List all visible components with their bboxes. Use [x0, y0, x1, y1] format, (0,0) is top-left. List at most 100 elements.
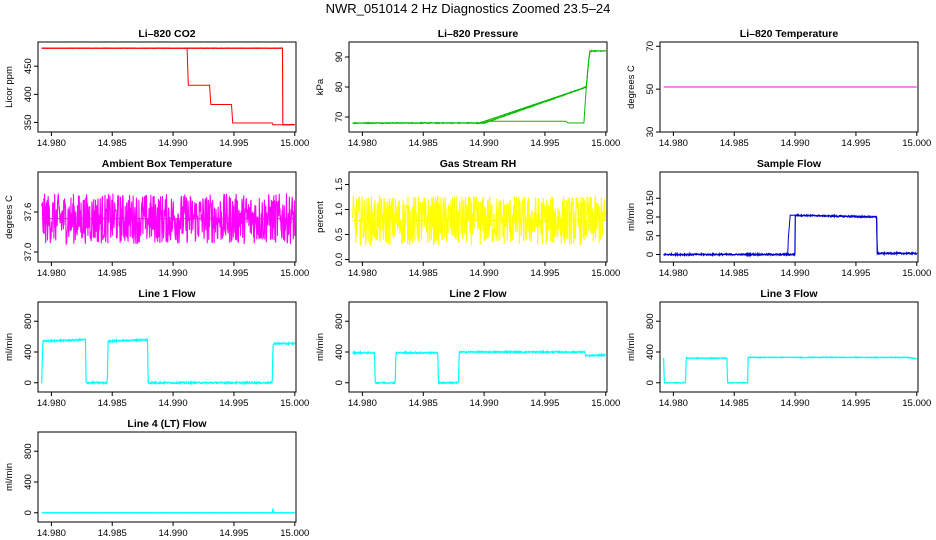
y-tick-label: 0 — [334, 380, 345, 385]
page-title: NWR_051014 2 Hz Diagnostics Zoomed 23.5–… — [325, 1, 611, 16]
y-tick-label: 800 — [645, 313, 656, 329]
y-tick-label: 50 — [645, 230, 656, 241]
x-tick-label: 14.985 — [409, 398, 438, 409]
x-tick-label: 15.000 — [591, 268, 620, 279]
plot-frame — [659, 171, 919, 263]
x-tick-label: 14.980 — [37, 138, 66, 149]
plot-frame — [348, 171, 608, 263]
series-line — [41, 193, 296, 246]
y-axis-label: degrees C — [626, 65, 637, 109]
y-tick-label: 0 — [645, 380, 656, 385]
y-axis-label: Licor ppm — [4, 66, 15, 108]
series-step-outline — [352, 50, 606, 124]
x-tick-label: 14.995 — [841, 138, 870, 149]
plot-frame — [37, 41, 297, 133]
x-tick-label: 14.980 — [659, 138, 688, 149]
y-tick-label: 80 — [334, 82, 345, 93]
x-tick-label: 14.980 — [37, 528, 66, 539]
x-tick-label: 15.000 — [902, 268, 931, 279]
x-tick-label: 14.980 — [348, 398, 377, 409]
x-tick-label: 14.985 — [720, 398, 749, 409]
x-tick-label: 15.000 — [280, 528, 309, 539]
plot-title: Li–820 Pressure — [438, 28, 519, 40]
y-tick-label: 400 — [23, 86, 34, 102]
plot-title: Line 1 Flow — [138, 288, 196, 300]
x-tick-label: 14.990 — [781, 398, 810, 409]
x-tick-label: 14.985 — [98, 268, 127, 279]
x-tick-label: 14.995 — [841, 268, 870, 279]
x-tick-label: 14.990 — [470, 138, 499, 149]
y-tick-label: 0 — [23, 380, 34, 385]
x-tick-label: 14.980 — [37, 268, 66, 279]
x-tick-label: 14.985 — [409, 138, 438, 149]
y-tick-label: 0 — [23, 510, 34, 515]
x-tick-label: 14.990 — [470, 268, 499, 279]
plot-frame — [37, 171, 297, 263]
plot-frame — [659, 301, 919, 393]
y-tick-label: 800 — [23, 313, 34, 329]
y-axis-label: ml/min — [315, 333, 326, 361]
x-tick-label: 14.985 — [98, 528, 127, 539]
y-tick-label: 90 — [334, 52, 345, 63]
x-tick-label: 15.000 — [280, 138, 309, 149]
y-tick-label: 50 — [645, 84, 656, 95]
series-line — [352, 49, 607, 125]
series-step-outline — [41, 508, 295, 514]
plot-title: Li–820 CO2 — [138, 28, 195, 40]
plot-title: Line 3 Flow — [760, 288, 818, 300]
x-tick-label: 14.980 — [659, 398, 688, 409]
x-tick-label: 14.990 — [781, 138, 810, 149]
x-tick-label: 14.995 — [841, 398, 870, 409]
y-tick-label: 400 — [334, 344, 345, 360]
x-tick-label: 14.990 — [159, 268, 188, 279]
x-tick-label: 15.000 — [591, 138, 620, 149]
series-line — [663, 355, 917, 385]
plot-title: Line 2 Flow — [449, 288, 507, 300]
x-tick-label: 15.000 — [902, 398, 931, 409]
x-tick-label: 15.000 — [591, 398, 620, 409]
x-tick-label: 14.990 — [159, 138, 188, 149]
y-tick-label: 30 — [645, 127, 656, 138]
x-tick-label: 14.995 — [219, 138, 248, 149]
y-tick-label: 1.0 — [334, 203, 345, 216]
x-tick-label: 14.985 — [720, 138, 749, 149]
y-axis-label: ml/min — [626, 333, 637, 361]
x-tick-label: 14.995 — [219, 528, 248, 539]
x-tick-label: 14.980 — [348, 138, 377, 149]
plot-title: Li–820 Temperature — [740, 28, 839, 40]
x-tick-label: 14.980 — [348, 268, 377, 279]
x-tick-label: 15.000 — [902, 138, 931, 149]
x-tick-label: 15.000 — [280, 398, 309, 409]
plot-frame — [37, 301, 297, 393]
x-tick-label: 14.980 — [37, 398, 66, 409]
series-step-outline — [663, 214, 917, 255]
plot-title: Line 4 (LT) Flow — [127, 418, 207, 430]
y-tick-label: 400 — [645, 344, 656, 360]
x-tick-label: 14.985 — [98, 398, 127, 409]
y-axis-label: ml/min — [626, 203, 637, 231]
x-tick-label: 14.995 — [219, 268, 248, 279]
y-tick-label: 0 — [645, 252, 656, 257]
y-axis-label: percent — [315, 201, 326, 233]
series-step-outline — [41, 47, 295, 126]
plot-title: Gas Stream RH — [440, 158, 516, 170]
plot-title: Ambient Box Temperature — [102, 158, 233, 170]
series-line — [352, 349, 607, 386]
x-tick-label: 14.995 — [219, 398, 248, 409]
y-tick-label: 450 — [23, 58, 34, 74]
y-tick-label: 70 — [645, 41, 656, 52]
y-tick-label: 800 — [23, 443, 34, 459]
x-tick-label: 14.995 — [530, 138, 559, 149]
x-tick-label: 15.000 — [280, 268, 309, 279]
y-axis-label: kPa — [315, 78, 326, 95]
y-tick-label: 37.6 — [23, 203, 34, 222]
plot-frame — [348, 301, 608, 393]
series-line — [41, 337, 296, 386]
x-tick-label: 14.990 — [470, 398, 499, 409]
x-tick-label: 14.980 — [659, 268, 688, 279]
y-tick-label: 37.0 — [23, 243, 34, 262]
y-tick-label: 400 — [23, 344, 34, 360]
x-tick-label: 14.990 — [159, 398, 188, 409]
y-tick-label: 0.5 — [334, 228, 345, 241]
